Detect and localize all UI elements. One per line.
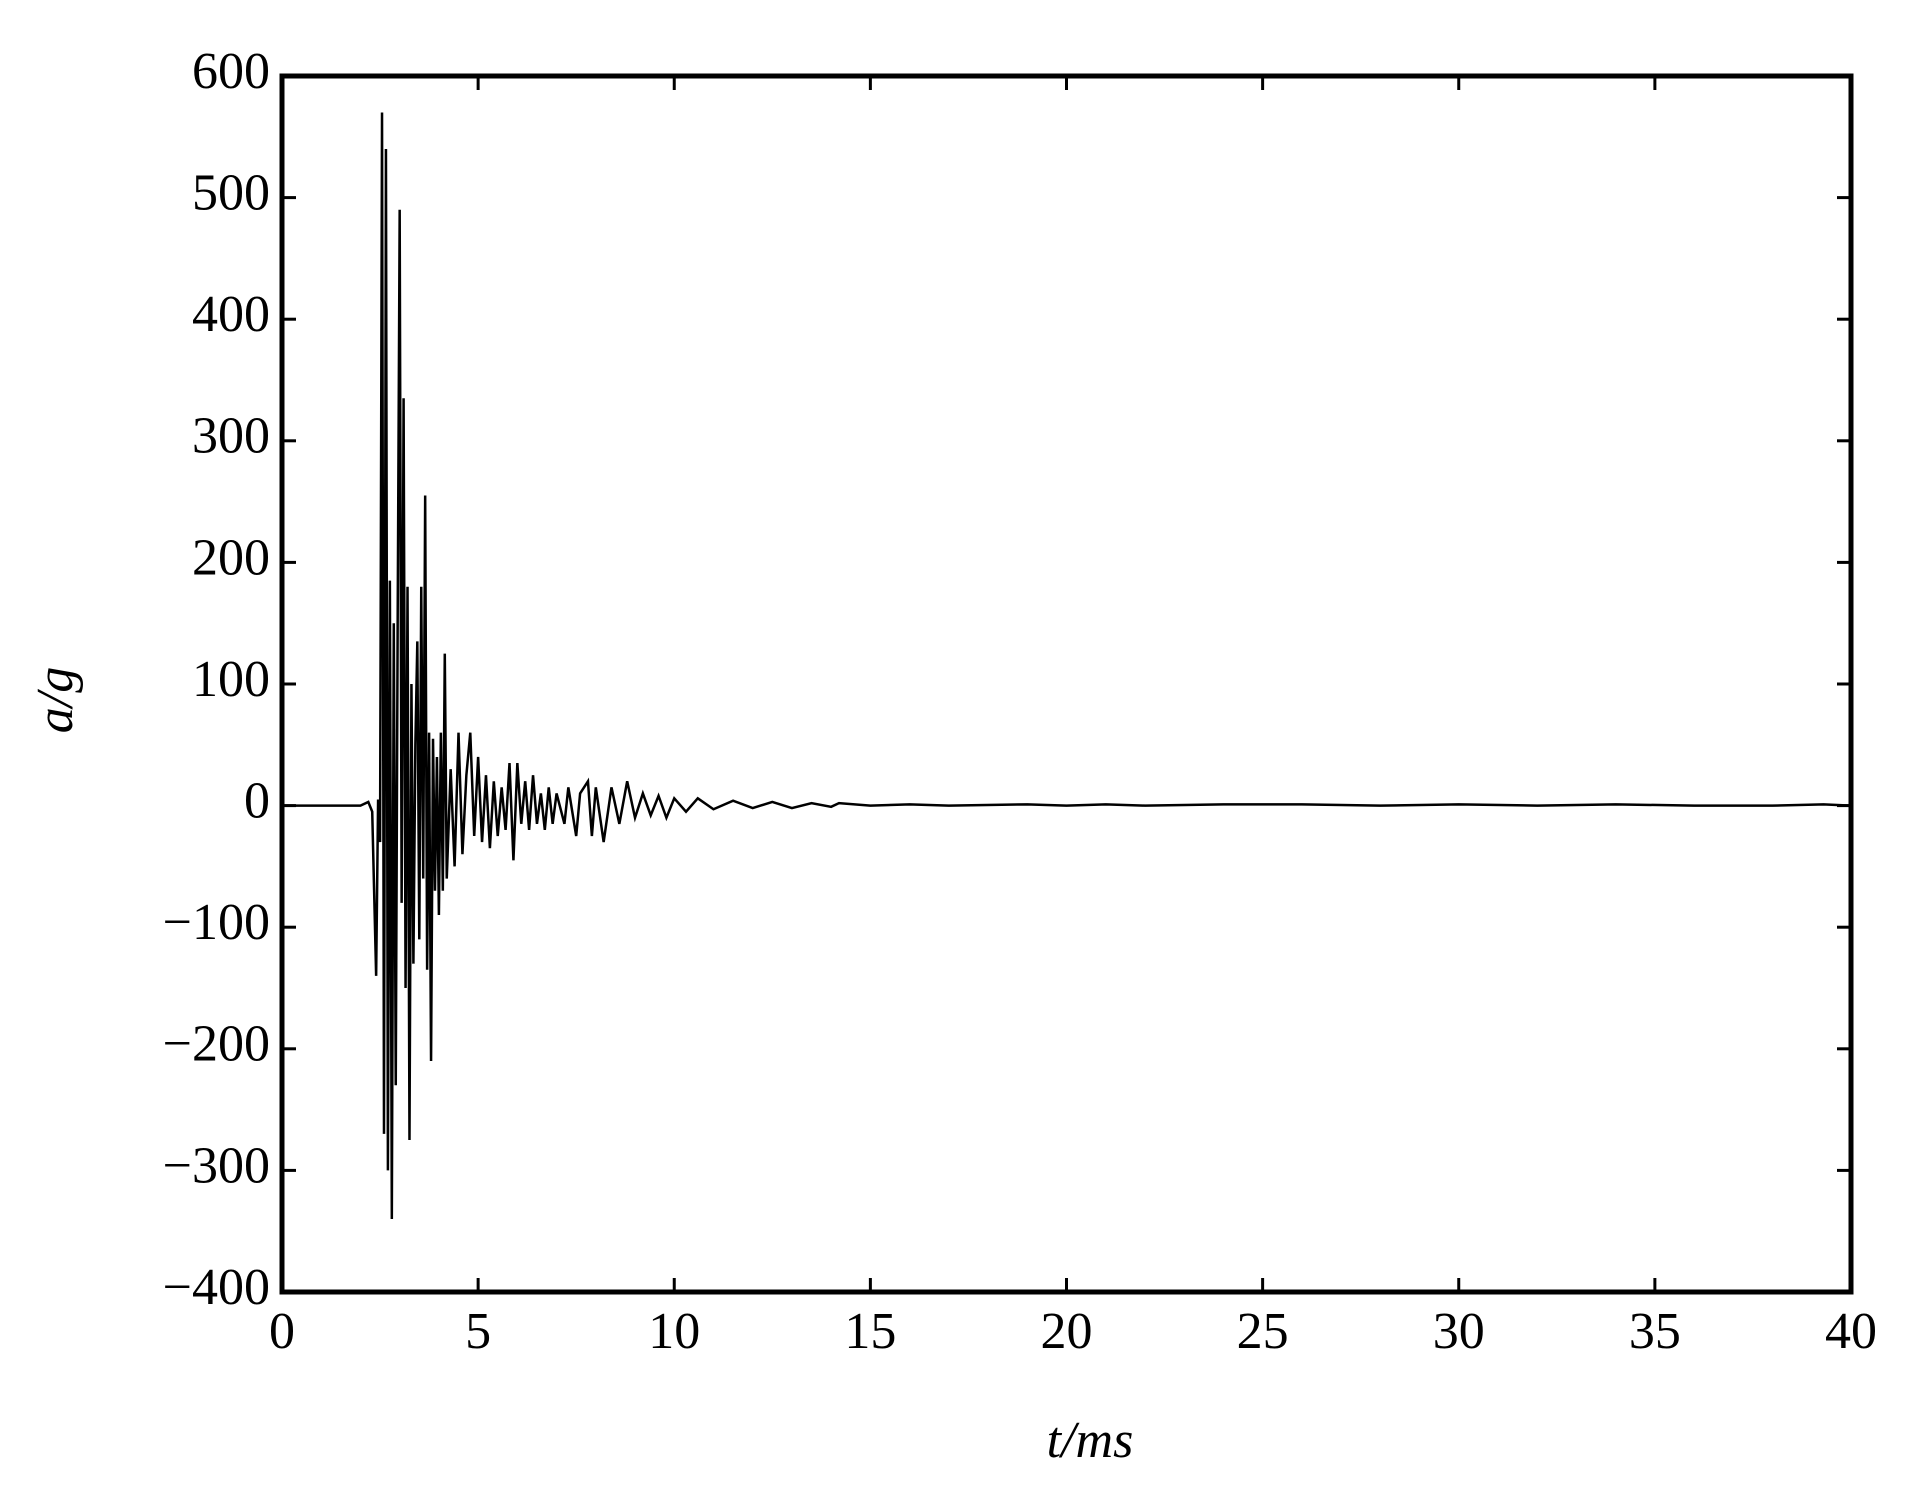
y-tick-label: 200 (192, 529, 270, 586)
y-tick-label: 400 (192, 286, 270, 343)
y-tick-label: −100 (163, 894, 270, 951)
x-tick-label: 40 (1825, 1303, 1877, 1360)
y-tick-label: 100 (192, 651, 270, 708)
x-tick-label: 0 (269, 1303, 295, 1360)
x-tick-label: 15 (844, 1303, 896, 1360)
y-tick-label: −300 (163, 1137, 270, 1194)
x-tick-label: 25 (1237, 1303, 1289, 1360)
x-tick-label: 10 (648, 1303, 700, 1360)
y-tick-label: −400 (163, 1259, 270, 1316)
plot-frame (279, 73, 1854, 1295)
x-tick-label: 20 (1041, 1303, 1093, 1360)
y-tick-label: 600 (192, 43, 270, 100)
y-tick-label: −200 (163, 1016, 270, 1073)
y-tick-label: 0 (244, 773, 270, 830)
x-tick-label: 5 (465, 1303, 491, 1360)
x-axis-label: t/ms (1047, 1412, 1134, 1469)
x-tick-label: 35 (1629, 1303, 1681, 1360)
signal-line (282, 112, 1852, 1220)
y-tick-label: 500 (192, 165, 270, 222)
x-tick-label: 30 (1433, 1303, 1485, 1360)
y-tick-label: 300 (192, 408, 270, 465)
y-axis-label: a/g (27, 667, 84, 733)
